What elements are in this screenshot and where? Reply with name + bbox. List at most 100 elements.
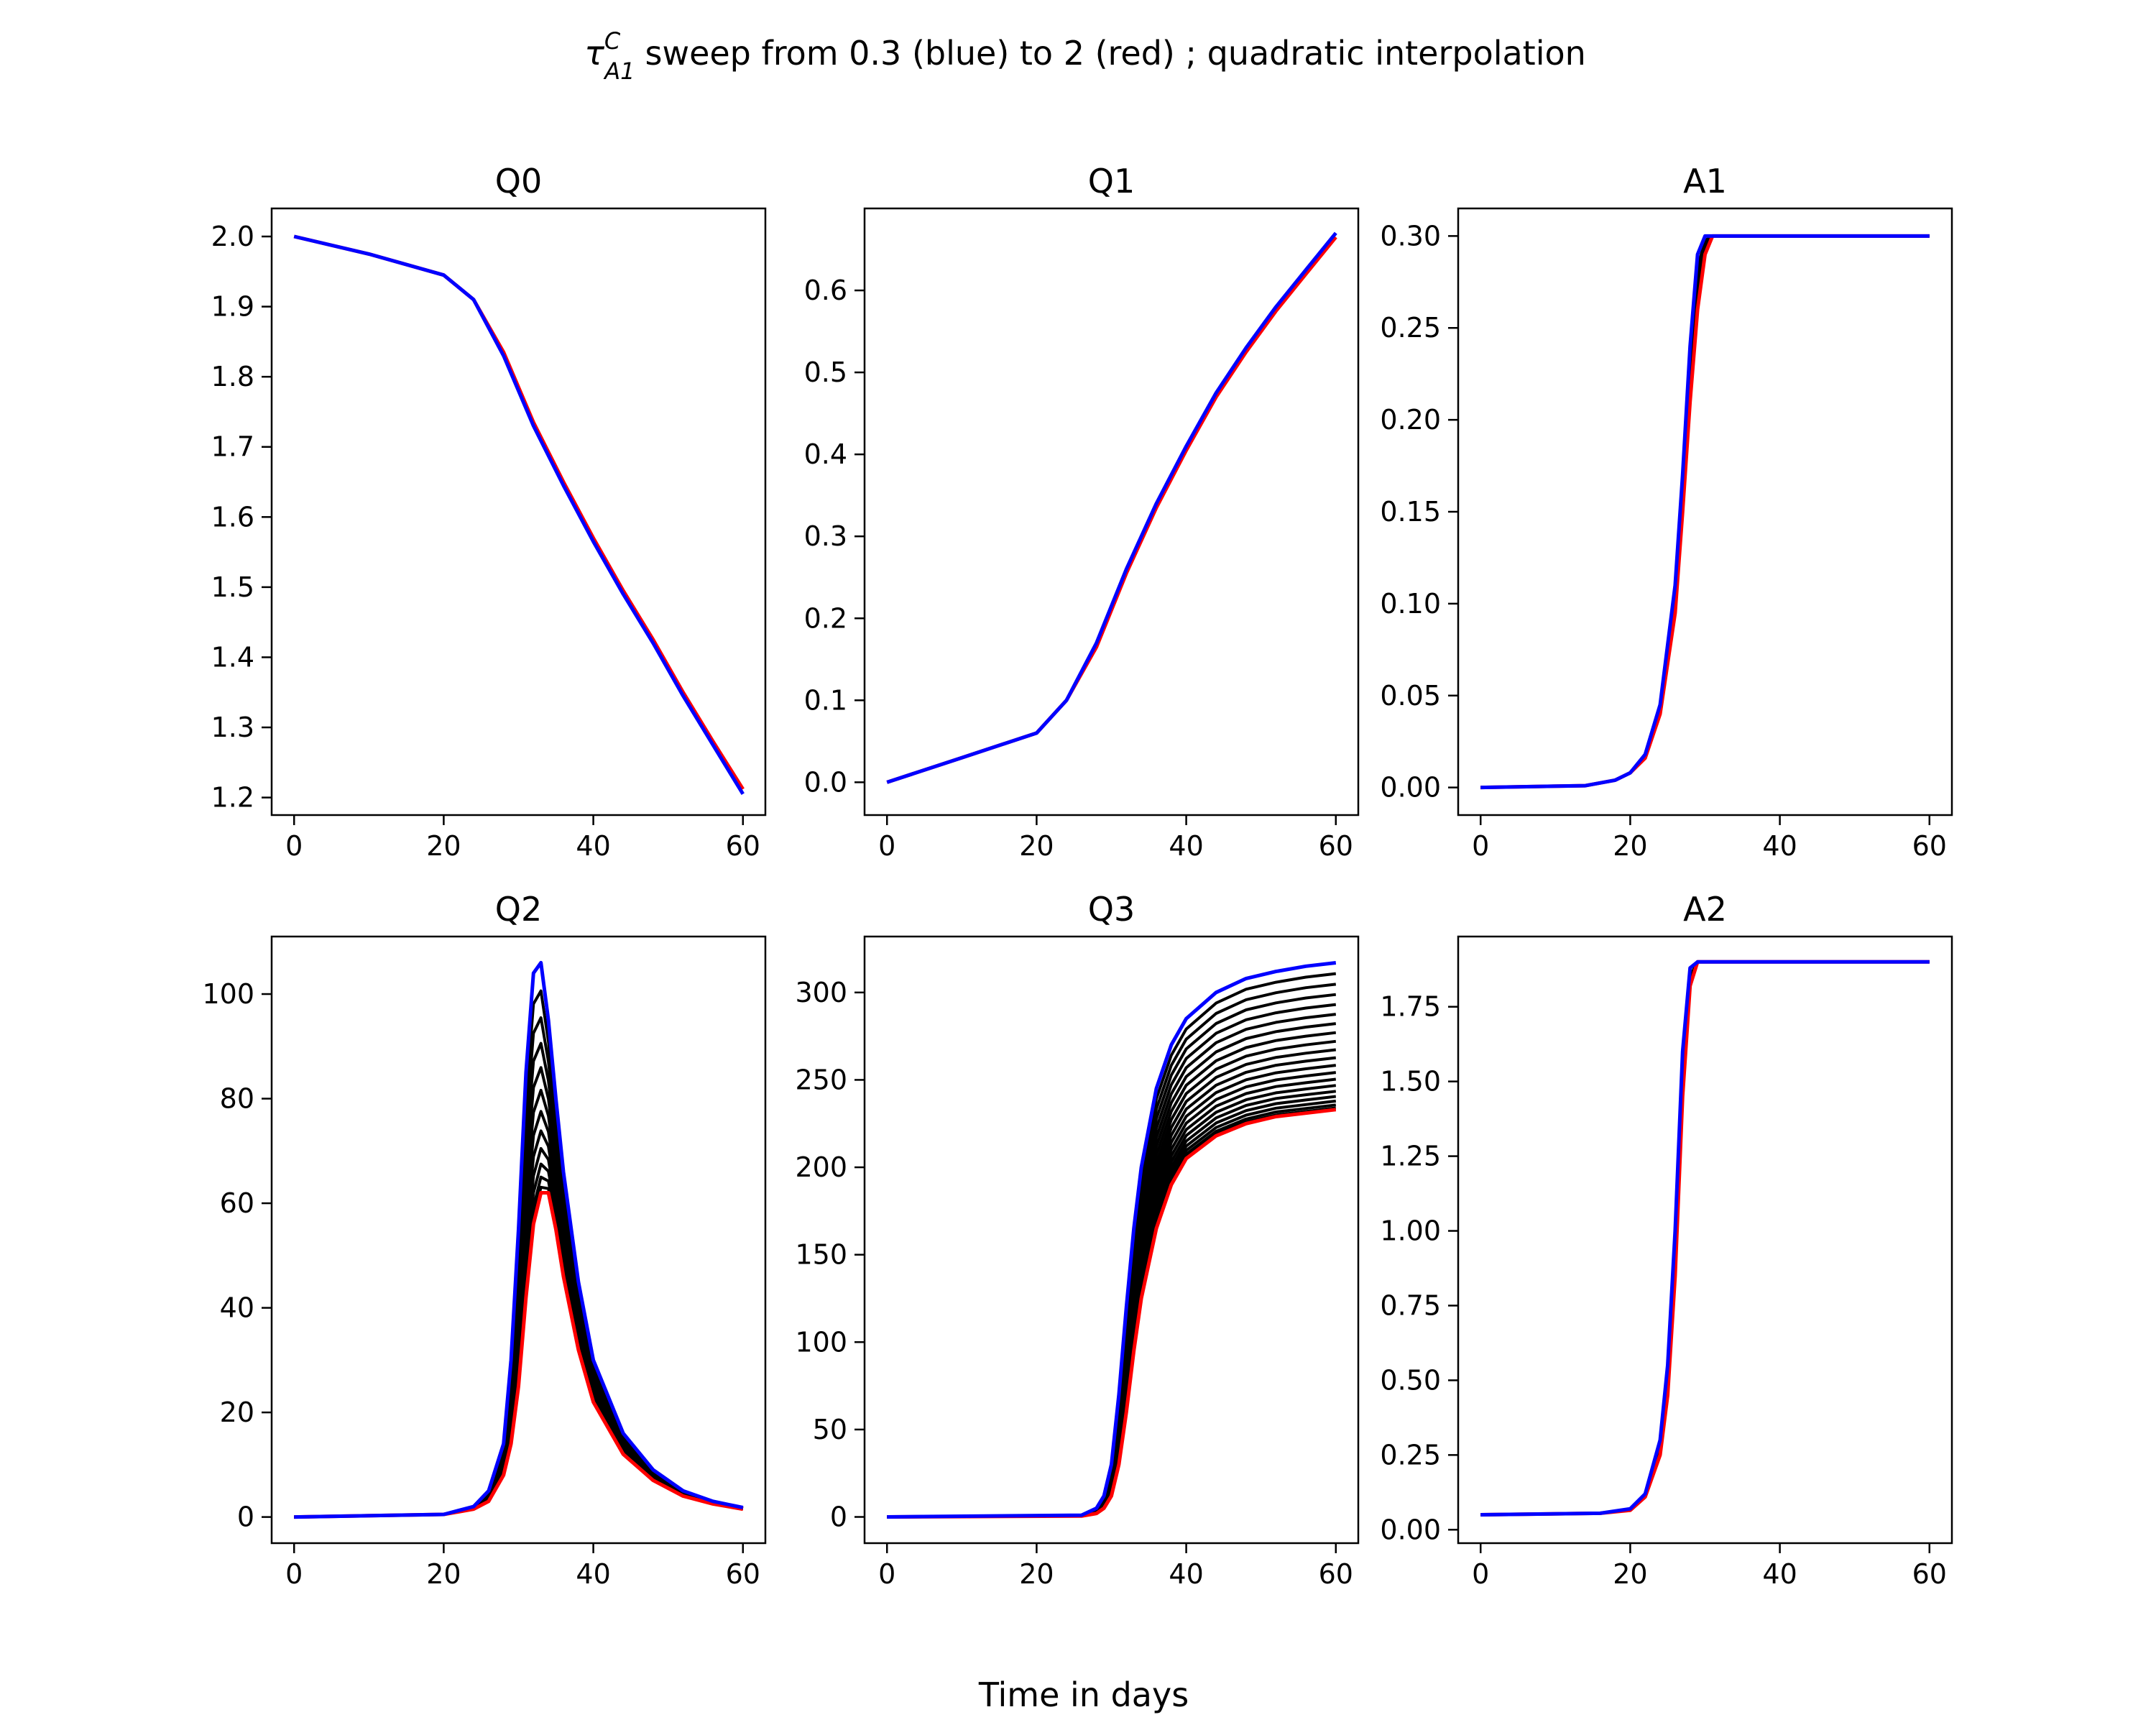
subplot-title: A2 [1683, 890, 1727, 929]
y-tick-label: 20 [220, 1397, 254, 1428]
x-tick-label: 20 [1019, 1558, 1054, 1590]
y-tick-label: 0.0 [804, 766, 847, 798]
x-tick-label: 60 [1319, 1558, 1353, 1590]
subplot-title: Q1 [1088, 162, 1135, 201]
y-tick-label: 1.3 [211, 712, 254, 743]
title-symbol: τ [584, 34, 604, 73]
y-tick-label: 50 [813, 1414, 847, 1445]
x-tick-label: 0 [1472, 1558, 1489, 1590]
subplot-q0: Q0 0 20 40 60 1.2 1.3 1.4 1.5 1.6 1.7 1.8 1.9 2.0 [211, 162, 767, 862]
series-blue-line [887, 961, 1337, 1519]
y-tick-label: 1.25 [1380, 1141, 1441, 1172]
y-tick-label: 1.7 [211, 431, 254, 463]
y-tick-label: 0.20 [1380, 404, 1441, 436]
series-blue-line [1480, 960, 1930, 1517]
y-tick-label: 0.50 [1380, 1364, 1441, 1396]
y-tick-label: 100 [202, 978, 254, 1010]
plot-lines [887, 961, 1337, 1519]
y-tick-label: 1.5 [211, 571, 254, 603]
subplot-title: Q3 [1088, 890, 1135, 929]
axes-frame [863, 207, 1360, 816]
x-tick-label: 40 [1762, 1558, 1797, 1590]
axes-frame [270, 207, 767, 816]
y-tick-label: 0.15 [1380, 496, 1441, 528]
plot-lines [1480, 234, 1930, 790]
x-tick-label: 20 [426, 1558, 461, 1590]
y-tick-label: 0.00 [1380, 772, 1441, 804]
y-tick-label: 1.6 [211, 501, 254, 533]
y-tick-label: 200 [795, 1151, 847, 1183]
x-tick-label: 0 [1472, 830, 1489, 862]
y-tick-label: 0.2 [804, 602, 847, 634]
y-tick-label: 0.00 [1380, 1514, 1441, 1545]
plot-lines [1480, 960, 1930, 1517]
x-tick-label: 40 [1169, 1558, 1203, 1590]
x-tick-label: 60 [1912, 830, 1947, 862]
y-tick-label: 0.10 [1380, 588, 1441, 620]
y-tick-label: 60 [220, 1187, 254, 1219]
y-tick-label: 150 [795, 1239, 847, 1271]
series-blue-line [886, 231, 1337, 784]
x-tick-label: 20 [1019, 830, 1054, 862]
y-tick-label: 80 [220, 1083, 254, 1115]
series-red-line [887, 1108, 1337, 1519]
y-tick-label: 0.1 [804, 684, 847, 716]
y-tick-label: 40 [220, 1292, 254, 1324]
y-tick-label: 1.00 [1380, 1215, 1441, 1247]
subplot-q3: Q3 0 20 40 60 0 50 100 150 200 250 300 [795, 890, 1360, 1590]
y-tick-label: 1.4 [211, 641, 254, 673]
x-tick-label: 0 [285, 1558, 303, 1590]
y-tick-label: 1.2 [211, 782, 254, 814]
subplot-a2: A2 0 20 40 60 0.00 0.25 0.50 0.75 1.00 1.25 1.50 1.7… [1380, 890, 1953, 1590]
x-tick-label: 0 [285, 830, 303, 862]
series-red-line [294, 1191, 744, 1519]
y-tick-label: 0.3 [804, 520, 847, 552]
axes-frame [270, 935, 767, 1545]
series-blue-line [294, 960, 744, 1519]
y-tick-label: 300 [795, 977, 847, 1008]
subplot-grid: Q0 0 20 40 60 1.2 1.3 1.4 1.5 1.6 1.7 1.8 1.9 2.0 Q1 0 2… [202, 162, 1953, 1590]
y-tick-label: 0.75 [1380, 1289, 1441, 1321]
x-tick-label: 60 [726, 830, 760, 862]
y-tick-label: 0.6 [804, 275, 847, 306]
x-tick-label: 0 [878, 830, 895, 862]
y-tick-label: 0.5 [804, 356, 847, 388]
x-tick-label: 60 [1319, 830, 1353, 862]
series-blue-line [1480, 234, 1930, 790]
y-tick-label: 0.05 [1380, 680, 1441, 712]
y-tick-label: 2.0 [211, 221, 254, 252]
subplot-title: Q0 [495, 162, 542, 201]
subplot-q2: Q2 0 20 40 60 0 20 40 60 80 100 [202, 890, 767, 1590]
x-tick-label: 20 [1613, 830, 1647, 862]
y-tick-label: 1.8 [211, 361, 254, 392]
subplot-q1: Q1 0 20 40 60 0.0 0.1 0.2 0.3 0.4 0.5 0.6 [804, 162, 1360, 862]
axes-frame [1457, 935, 1953, 1545]
y-tick-label: 1.9 [211, 291, 254, 323]
x-tick-label: 40 [576, 830, 610, 862]
x-tick-label: 20 [426, 830, 461, 862]
title-main: sweep from 0.3 (blue) to 2 (red) ; quadr… [645, 34, 1585, 73]
y-tick-label: 0.25 [1380, 312, 1441, 344]
plot-lines [294, 960, 744, 1519]
y-tick-label: 0.25 [1380, 1439, 1441, 1471]
subplot-title: A1 [1683, 162, 1727, 201]
title-sup: C [604, 27, 621, 55]
plot-lines [293, 234, 745, 796]
series-blue-line [293, 234, 745, 796]
figure-title: τC A1 sweep from 0.3 (blue) to 2 (red) ; q… [584, 27, 1586, 85]
subplot-title: Q2 [495, 890, 542, 929]
x-axis-label: Time in days [978, 1675, 1189, 1714]
x-tick-label: 0 [878, 1558, 895, 1590]
x-tick-label: 60 [726, 1558, 760, 1590]
x-tick-label: 40 [1169, 830, 1203, 862]
plot-lines [886, 231, 1337, 784]
y-tick-label: 0 [237, 1501, 254, 1533]
y-tick-label: 0 [830, 1501, 847, 1533]
y-tick-label: 250 [795, 1064, 847, 1095]
y-tick-label: 0.4 [804, 438, 847, 470]
axes-frame [863, 935, 1360, 1545]
title-sub: A1 [603, 58, 635, 85]
y-tick-label: 0.30 [1380, 220, 1441, 252]
